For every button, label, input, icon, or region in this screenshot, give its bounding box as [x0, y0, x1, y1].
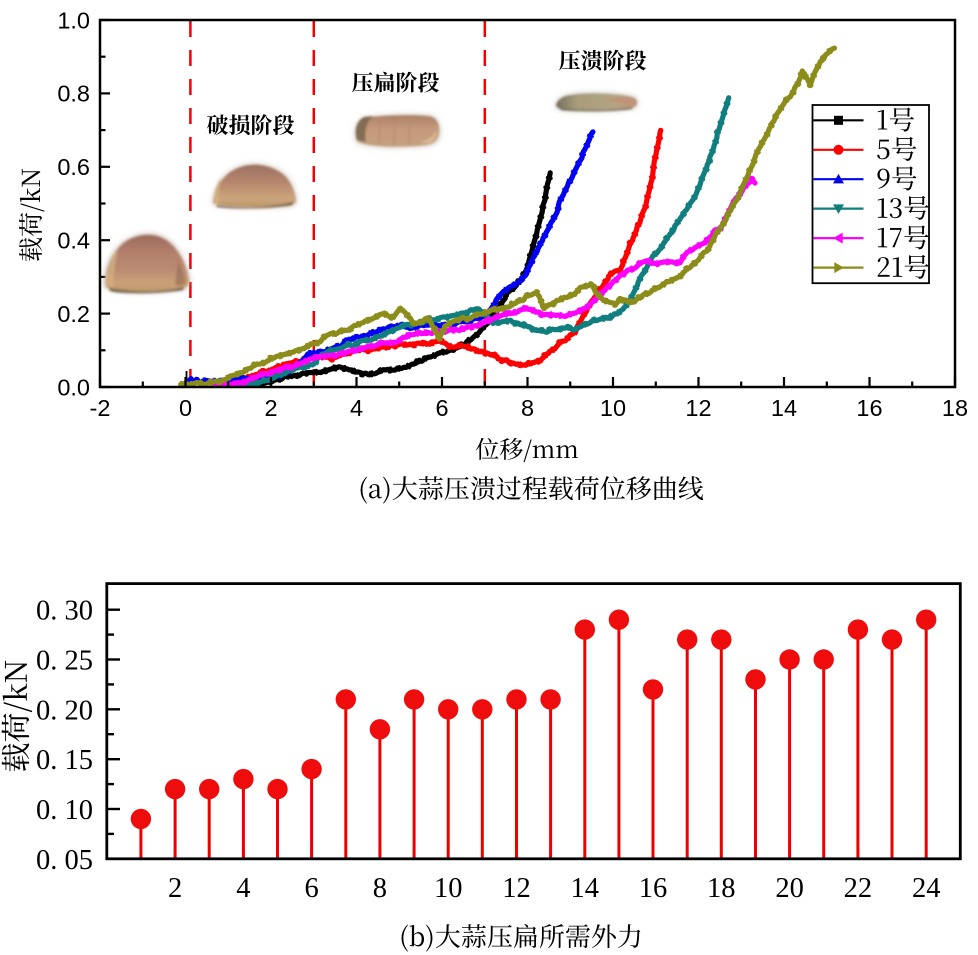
- svg-text:0. 30: 0. 30: [36, 596, 93, 627]
- svg-text:0: 0: [179, 395, 192, 421]
- svg-text:24: 24: [912, 873, 941, 904]
- svg-text:18: 18: [942, 395, 968, 421]
- svg-text:18: 18: [707, 873, 736, 904]
- svg-text:0.8: 0.8: [57, 81, 90, 107]
- svg-text:8: 8: [373, 873, 387, 904]
- svg-text:14: 14: [771, 395, 797, 421]
- svg-text:12: 12: [502, 873, 531, 904]
- svg-text:10: 10: [434, 873, 463, 904]
- svg-text:0.4: 0.4: [57, 228, 90, 254]
- svg-text:2: 2: [264, 395, 277, 421]
- svg-text:22: 22: [844, 873, 873, 904]
- svg-text:-2: -2: [90, 395, 111, 421]
- svg-text:16: 16: [639, 873, 668, 904]
- svg-text:0. 15: 0. 15: [36, 745, 93, 776]
- svg-text:0.0: 0.0: [57, 374, 90, 400]
- svg-text:2: 2: [168, 873, 182, 904]
- svg-text:10: 10: [600, 395, 626, 421]
- svg-text:16: 16: [856, 395, 882, 421]
- svg-text:4: 4: [236, 873, 250, 904]
- svg-text:12: 12: [685, 395, 711, 421]
- svg-text:0. 20: 0. 20: [36, 695, 93, 726]
- svg-text:0.2: 0.2: [57, 301, 90, 327]
- svg-text:0. 10: 0. 10: [36, 795, 93, 826]
- svg-text:8: 8: [521, 395, 534, 421]
- svg-text:0.6: 0.6: [57, 154, 90, 180]
- svg-text:20: 20: [775, 873, 804, 904]
- svg-text:1.0: 1.0: [57, 7, 90, 33]
- svg-text:4: 4: [350, 395, 363, 421]
- svg-text:6: 6: [435, 395, 448, 421]
- svg-text:6: 6: [304, 873, 318, 904]
- svg-text:0. 25: 0. 25: [36, 646, 93, 677]
- svg-text:14: 14: [571, 873, 600, 904]
- svg-text:0. 05: 0. 05: [36, 845, 93, 876]
